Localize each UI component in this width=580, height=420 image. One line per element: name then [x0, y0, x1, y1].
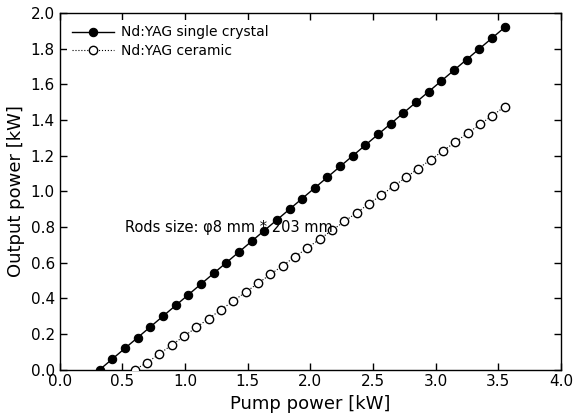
Nd:YAG single crystal	[134, 335, 141, 340]
Nd:YAG ceramic	[501, 104, 508, 109]
Nd:YAG ceramic	[427, 157, 434, 162]
Nd:YAG single crystal	[210, 271, 217, 276]
Nd:YAG ceramic	[378, 192, 385, 197]
Nd:YAG ceramic	[304, 245, 311, 250]
Nd:YAG ceramic	[267, 272, 274, 277]
X-axis label: Pump power [kW]: Pump power [kW]	[230, 395, 390, 413]
Nd:YAG single crystal	[349, 153, 356, 158]
Nd:YAG ceramic	[292, 254, 299, 259]
Nd:YAG single crystal	[273, 218, 280, 223]
Nd:YAG single crystal	[451, 68, 458, 73]
Nd:YAG ceramic	[193, 325, 200, 330]
Nd:YAG ceramic	[489, 113, 496, 118]
Nd:YAG ceramic	[476, 122, 483, 127]
Nd:YAG single crystal	[172, 303, 179, 308]
Nd:YAG ceramic	[415, 166, 422, 171]
Nd:YAG single crystal	[488, 36, 495, 41]
Nd:YAG ceramic	[341, 219, 348, 224]
Nd:YAG ceramic	[131, 367, 138, 372]
Nd:YAG single crystal	[412, 100, 419, 105]
Nd:YAG single crystal	[96, 367, 103, 372]
Legend: Nd:YAG single crystal, Nd:YAG ceramic: Nd:YAG single crystal, Nd:YAG ceramic	[67, 20, 274, 63]
Nd:YAG ceramic	[230, 298, 237, 303]
Nd:YAG single crystal	[299, 196, 306, 201]
Nd:YAG single crystal	[501, 25, 508, 30]
Nd:YAG single crystal	[362, 142, 369, 147]
Nd:YAG ceramic	[279, 263, 286, 268]
Nd:YAG single crystal	[235, 249, 242, 255]
Nd:YAG single crystal	[261, 228, 268, 233]
Nd:YAG single crystal	[286, 207, 293, 212]
Nd:YAG ceramic	[440, 148, 447, 153]
Nd:YAG ceramic	[218, 307, 224, 312]
Nd:YAG ceramic	[255, 281, 262, 286]
Nd:YAG single crystal	[160, 314, 166, 319]
Nd:YAG single crystal	[311, 185, 318, 190]
Nd:YAG ceramic	[168, 342, 175, 347]
Nd:YAG single crystal	[185, 292, 192, 297]
Nd:YAG ceramic	[242, 289, 249, 294]
Nd:YAG single crystal	[197, 281, 204, 286]
Nd:YAG single crystal	[109, 357, 116, 362]
Text: Rods size: φ8 mm * 203 mm: Rods size: φ8 mm * 203 mm	[125, 220, 332, 235]
Nd:YAG single crystal	[463, 57, 470, 62]
Nd:YAG single crystal	[122, 346, 129, 351]
Y-axis label: Output power [kW]: Output power [kW]	[7, 105, 25, 277]
Nd:YAG ceramic	[180, 333, 187, 339]
Nd:YAG single crystal	[336, 164, 343, 169]
Nd:YAG ceramic	[353, 210, 360, 215]
Nd:YAG ceramic	[328, 228, 335, 233]
Line: Nd:YAG ceramic: Nd:YAG ceramic	[130, 102, 509, 374]
Line: Nd:YAG single crystal: Nd:YAG single crystal	[96, 23, 509, 374]
Nd:YAG single crystal	[438, 79, 445, 84]
Nd:YAG ceramic	[144, 360, 151, 365]
Nd:YAG single crystal	[248, 239, 255, 244]
Nd:YAG ceramic	[464, 131, 471, 136]
Nd:YAG single crystal	[387, 121, 394, 126]
Nd:YAG ceramic	[156, 351, 163, 356]
Nd:YAG ceramic	[452, 139, 459, 144]
Nd:YAG single crystal	[375, 132, 382, 137]
Nd:YAG single crystal	[400, 110, 407, 116]
Nd:YAG single crystal	[223, 260, 230, 265]
Nd:YAG ceramic	[403, 175, 409, 180]
Nd:YAG single crystal	[476, 46, 483, 51]
Nd:YAG single crystal	[324, 175, 331, 180]
Nd:YAG single crystal	[425, 89, 432, 94]
Nd:YAG ceramic	[365, 201, 372, 206]
Nd:YAG ceramic	[390, 184, 397, 189]
Nd:YAG ceramic	[205, 316, 212, 321]
Nd:YAG single crystal	[147, 324, 154, 329]
Nd:YAG ceramic	[316, 236, 323, 241]
